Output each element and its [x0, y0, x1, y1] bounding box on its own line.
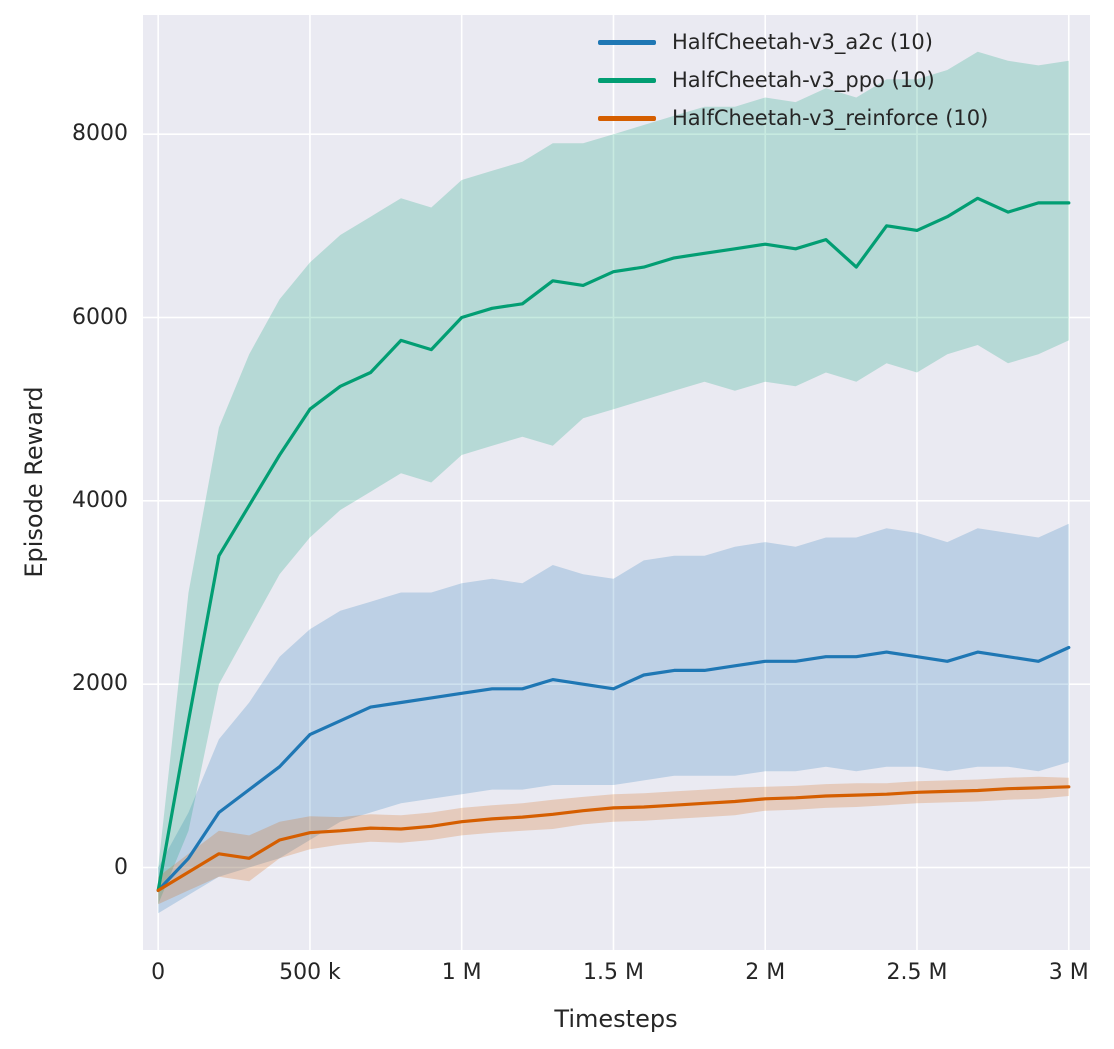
- legend-line-swatch-reinforce: [598, 116, 656, 121]
- y-tick-label: 0: [114, 854, 128, 880]
- x-tick-label: 2 M: [745, 960, 786, 985]
- legend-label-ppo: HalfCheetah-v3_ppo (10): [672, 68, 935, 92]
- y-tick-label: 6000: [72, 304, 128, 330]
- x-tick-label: 3 M: [1048, 960, 1089, 985]
- plot-background: [143, 15, 1090, 950]
- confidence-band: [158, 51, 1069, 905]
- y-axis-label: Episode Reward: [20, 386, 48, 578]
- plot-area: [143, 15, 1090, 950]
- x-axis-label: Timesteps: [554, 1005, 678, 1033]
- chart-canvas: [143, 15, 1090, 950]
- x-tick-label: 0: [151, 960, 166, 985]
- legend-item-reinforce: HalfCheetah-v3_reinforce (10): [598, 106, 988, 131]
- x-tick-label: 1.5 M: [582, 960, 644, 985]
- series-line: [156, 196, 1071, 893]
- y-tick-label: 2000: [72, 671, 128, 697]
- legend-item-ppo: HalfCheetah-v3_ppo (10): [598, 68, 988, 93]
- legend-line-swatch-a2c: [598, 40, 656, 45]
- x-tick-label: 500 k: [279, 960, 341, 985]
- series-line: [156, 645, 1071, 893]
- x-tick-label: 1 M: [441, 960, 482, 985]
- y-tick-label: 4000: [72, 487, 128, 513]
- y-tick-label: 8000: [72, 121, 128, 147]
- legend-label-reinforce: HalfCheetah-v3_reinforce (10): [672, 106, 989, 130]
- legend-line-swatch-ppo: [598, 78, 656, 83]
- legend: HalfCheetah-v3_a2c (10) HalfCheetah-v3_p…: [598, 30, 988, 131]
- series-line: [156, 785, 1071, 893]
- x-tick-label: 2.5 M: [886, 960, 948, 985]
- legend-label-a2c: HalfCheetah-v3_a2c (10): [672, 30, 933, 54]
- confidence-band: [158, 523, 1069, 914]
- legend-item-a2c: HalfCheetah-v3_a2c (10): [598, 30, 988, 55]
